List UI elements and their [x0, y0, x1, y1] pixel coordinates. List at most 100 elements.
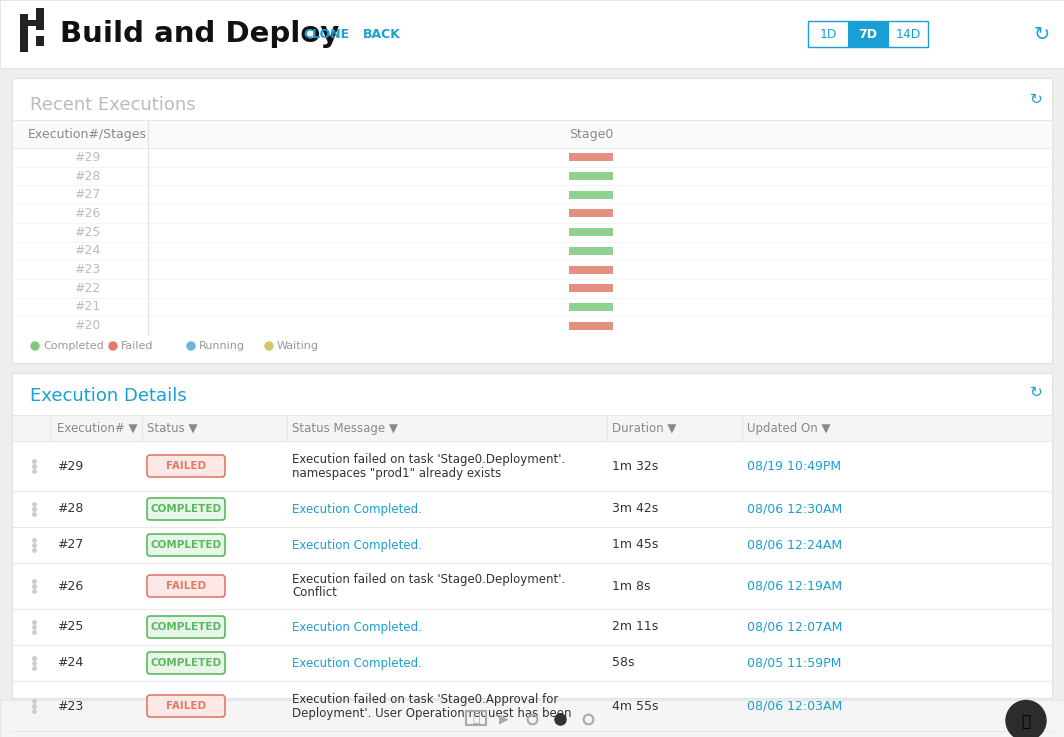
- Text: 💬: 💬: [1021, 714, 1031, 729]
- Text: Status ▼: Status ▼: [147, 422, 198, 435]
- Text: FAILED: FAILED: [166, 701, 206, 711]
- Text: #24: #24: [57, 657, 83, 669]
- Bar: [12, 78, 1052, 363]
- Circle shape: [265, 342, 273, 350]
- Text: Recent Executions: Recent Executions: [30, 96, 196, 114]
- Text: 3m 42s: 3m 42s: [612, 503, 659, 515]
- Bar: [28, 20, 36, 26]
- Text: 1m 32s: 1m 32s: [612, 459, 659, 472]
- Bar: [0, 0, 1064, 68]
- FancyBboxPatch shape: [147, 575, 225, 597]
- Text: COMPLETED: COMPLETED: [150, 622, 221, 632]
- Bar: [569, 228, 613, 236]
- Bar: [569, 321, 613, 329]
- Text: Completed: Completed: [43, 341, 104, 351]
- Text: Execution failed on task 'Stage0.Deployment'.: Execution failed on task 'Stage0.Deploym…: [292, 453, 565, 466]
- Text: 1D: 1D: [819, 27, 836, 41]
- Text: #29: #29: [57, 459, 83, 472]
- Bar: [12, 373, 1052, 698]
- FancyBboxPatch shape: [147, 534, 225, 556]
- Text: ⬛: ⬛: [472, 712, 480, 725]
- Bar: [12, 120, 1052, 148]
- Text: 4m 55s: 4m 55s: [612, 699, 659, 713]
- Text: 08/06 12:30AM: 08/06 12:30AM: [747, 503, 843, 515]
- Text: FAILED: FAILED: [166, 461, 206, 471]
- Bar: [569, 209, 613, 217]
- Text: Status Message ▼: Status Message ▼: [292, 422, 398, 435]
- Text: COMPLETED: COMPLETED: [150, 504, 221, 514]
- FancyBboxPatch shape: [147, 652, 225, 674]
- Text: Execution failed on task 'Stage0.Approval for: Execution failed on task 'Stage0.Approva…: [292, 693, 559, 705]
- Text: #26: #26: [57, 579, 83, 593]
- Text: #27: #27: [73, 188, 100, 201]
- Text: Stage0: Stage0: [569, 128, 613, 141]
- Bar: [20, 14, 28, 52]
- Text: 7D: 7D: [859, 27, 878, 41]
- Text: 08/05 11:59PM: 08/05 11:59PM: [747, 657, 842, 669]
- FancyBboxPatch shape: [147, 455, 225, 477]
- Bar: [36, 36, 44, 46]
- Text: #26: #26: [73, 207, 100, 220]
- Text: #25: #25: [73, 226, 100, 239]
- Circle shape: [31, 342, 39, 350]
- Text: CLONE: CLONE: [303, 27, 349, 41]
- Bar: [808, 21, 928, 47]
- Text: Execution# ▼: Execution# ▼: [57, 422, 137, 435]
- Text: Execution Completed.: Execution Completed.: [292, 503, 421, 515]
- Text: ↻: ↻: [1034, 24, 1050, 43]
- FancyBboxPatch shape: [147, 616, 225, 638]
- Text: 14D: 14D: [895, 27, 920, 41]
- Text: 58s: 58s: [612, 657, 634, 669]
- Text: #24: #24: [73, 245, 100, 257]
- Text: #23: #23: [73, 263, 100, 276]
- Text: #21: #21: [73, 301, 100, 313]
- Bar: [466, 710, 486, 724]
- Text: Execution Completed.: Execution Completed.: [292, 539, 421, 551]
- Text: FAILED: FAILED: [166, 581, 206, 591]
- Text: Execution Completed.: Execution Completed.: [292, 657, 421, 669]
- Text: #28: #28: [57, 503, 83, 515]
- Text: 08/06 12:07AM: 08/06 12:07AM: [747, 621, 843, 634]
- Text: COMPLETED: COMPLETED: [150, 658, 221, 668]
- Bar: [569, 172, 613, 180]
- Text: Waiting: Waiting: [277, 341, 319, 351]
- Bar: [0, 700, 1064, 737]
- Text: ↻: ↻: [1030, 92, 1043, 107]
- Text: 08/06 12:19AM: 08/06 12:19AM: [747, 579, 842, 593]
- FancyBboxPatch shape: [147, 695, 225, 717]
- Text: #23: #23: [57, 699, 83, 713]
- Text: #20: #20: [73, 319, 100, 332]
- Bar: [569, 284, 613, 293]
- Text: 2m 11s: 2m 11s: [612, 621, 659, 634]
- Text: Execution#/Stages: Execution#/Stages: [28, 128, 147, 141]
- Text: 1m 8s: 1m 8s: [612, 579, 650, 593]
- Bar: [36, 8, 44, 30]
- Text: Updated On ▼: Updated On ▼: [747, 422, 831, 435]
- Text: BACK: BACK: [363, 27, 401, 41]
- Text: 1m 45s: 1m 45s: [612, 539, 659, 551]
- Text: 08/19 10:49PM: 08/19 10:49PM: [747, 459, 842, 472]
- Bar: [569, 191, 613, 199]
- Text: Conflict: Conflict: [292, 587, 337, 599]
- Bar: [569, 247, 613, 255]
- Text: #29: #29: [73, 151, 100, 164]
- Text: COMPLETED: COMPLETED: [150, 540, 221, 550]
- Text: #28: #28: [73, 170, 100, 183]
- Circle shape: [109, 342, 117, 350]
- Text: Deployment'. User Operation request has been: Deployment'. User Operation request has …: [292, 707, 571, 719]
- Text: ▶: ▶: [499, 712, 509, 725]
- Text: 08/06 12:24AM: 08/06 12:24AM: [747, 539, 842, 551]
- Text: #22: #22: [73, 282, 100, 295]
- Text: Failed: Failed: [121, 341, 153, 351]
- Text: namespaces "prod1" already exists: namespaces "prod1" already exists: [292, 467, 501, 480]
- Text: Running: Running: [199, 341, 245, 351]
- FancyBboxPatch shape: [147, 498, 225, 520]
- Bar: [569, 265, 613, 273]
- Text: Execution Completed.: Execution Completed.: [292, 621, 421, 634]
- Text: Build and Deploy: Build and Deploy: [60, 20, 339, 48]
- Text: #25: #25: [57, 621, 83, 634]
- Text: ↻: ↻: [1030, 385, 1043, 400]
- Text: #27: #27: [57, 539, 83, 551]
- Text: Execution Details: Execution Details: [30, 387, 187, 405]
- Text: 08/06 12:03AM: 08/06 12:03AM: [747, 699, 843, 713]
